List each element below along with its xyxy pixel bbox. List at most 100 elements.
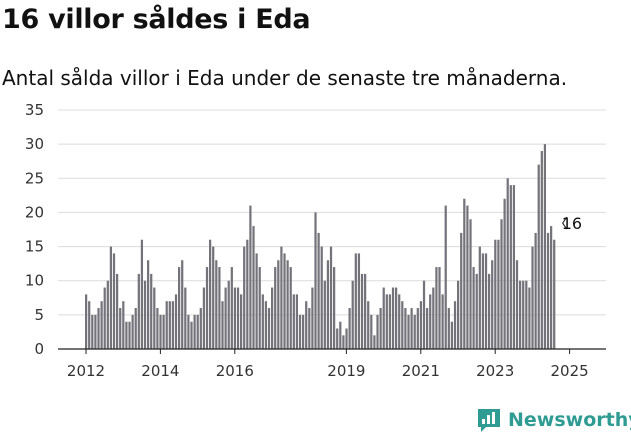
bar bbox=[255, 253, 258, 349]
bar bbox=[329, 246, 333, 349]
bar bbox=[500, 219, 503, 349]
bar bbox=[308, 308, 311, 349]
bar bbox=[494, 239, 497, 349]
bar bbox=[190, 321, 193, 349]
bar bbox=[466, 205, 469, 349]
bar bbox=[540, 150, 543, 349]
bar bbox=[472, 267, 475, 349]
bar bbox=[348, 308, 351, 349]
latest-value-annotation: 16 bbox=[562, 214, 582, 233]
bar bbox=[196, 314, 199, 349]
bar bbox=[240, 294, 243, 349]
bar bbox=[453, 301, 457, 349]
bar bbox=[419, 301, 423, 349]
bar bbox=[205, 267, 209, 349]
y-tick-label: 5 bbox=[34, 306, 44, 324]
bar bbox=[298, 314, 302, 349]
x-tick-label: 2019 bbox=[327, 362, 365, 380]
bar bbox=[134, 308, 137, 349]
bar bbox=[410, 308, 413, 349]
bar bbox=[553, 239, 556, 349]
bar bbox=[112, 253, 116, 349]
bar bbox=[534, 232, 537, 349]
bar bbox=[156, 308, 159, 349]
bar bbox=[522, 280, 525, 349]
x-tick-label: 2023 bbox=[476, 362, 514, 380]
bar bbox=[314, 212, 317, 349]
bar bbox=[264, 301, 268, 349]
bar bbox=[143, 280, 147, 349]
bar bbox=[407, 314, 410, 349]
bar bbox=[140, 239, 144, 349]
bar bbox=[450, 321, 454, 349]
bar bbox=[475, 273, 478, 349]
bar bbox=[357, 253, 361, 349]
bar bbox=[457, 280, 460, 349]
bar bbox=[85, 294, 88, 349]
bar bbox=[519, 280, 522, 349]
bar bbox=[283, 253, 286, 349]
bar bbox=[162, 314, 165, 349]
bar bbox=[224, 287, 227, 349]
bar bbox=[212, 246, 215, 349]
bar bbox=[435, 267, 438, 349]
bar bbox=[147, 260, 150, 349]
bar bbox=[150, 273, 153, 349]
bar bbox=[460, 232, 463, 349]
bar bbox=[509, 185, 512, 349]
y-tick-label: 0 bbox=[34, 340, 44, 358]
bar bbox=[202, 287, 206, 349]
bar bbox=[131, 314, 134, 349]
bar bbox=[199, 308, 202, 349]
bar-chart-speech-bubble-icon bbox=[478, 409, 500, 432]
bar bbox=[447, 308, 450, 349]
bar bbox=[379, 308, 382, 349]
bar bbox=[91, 314, 94, 349]
y-tick-label: 15 bbox=[25, 238, 44, 256]
y-axis-ticks: 0 5 10 15 20 25 30 35 bbox=[25, 101, 44, 358]
bar bbox=[187, 314, 190, 349]
annotation-pointer bbox=[561, 216, 568, 230]
bar bbox=[481, 253, 485, 349]
bar bbox=[543, 144, 547, 349]
bar bbox=[416, 308, 419, 349]
bar bbox=[531, 246, 534, 349]
bar bbox=[512, 185, 516, 349]
bar bbox=[367, 301, 370, 349]
bar bbox=[336, 328, 339, 349]
bar bbox=[267, 308, 271, 349]
bar bbox=[351, 280, 354, 349]
bar bbox=[233, 287, 237, 349]
bar bbox=[227, 280, 230, 349]
bar bbox=[413, 314, 416, 349]
bar bbox=[326, 260, 330, 349]
bar bbox=[280, 246, 283, 349]
bar bbox=[286, 260, 289, 349]
bar bbox=[364, 273, 367, 349]
bar bbox=[193, 314, 196, 349]
bar bbox=[385, 294, 388, 349]
bar bbox=[159, 314, 162, 349]
bar bbox=[370, 314, 373, 349]
bar bbox=[94, 314, 97, 349]
x-axis: 2012 2014 2016 2019 2021 2023 2025 bbox=[58, 348, 606, 380]
chart-title: 16 villor såldes i Eda bbox=[2, 4, 311, 35]
bar bbox=[391, 287, 395, 349]
bar bbox=[550, 226, 553, 349]
bar bbox=[258, 267, 261, 349]
bar bbox=[503, 198, 506, 349]
bar bbox=[174, 294, 178, 349]
bar bbox=[525, 280, 528, 349]
y-tick-label: 30 bbox=[25, 135, 44, 153]
bar bbox=[506, 178, 509, 349]
bar bbox=[515, 260, 519, 349]
y-tick-label: 35 bbox=[25, 101, 44, 119]
bar bbox=[398, 294, 401, 349]
bar bbox=[376, 314, 379, 349]
bar bbox=[491, 260, 494, 349]
bar bbox=[137, 273, 140, 349]
bar bbox=[317, 232, 320, 349]
bar bbox=[221, 301, 224, 349]
bar bbox=[165, 301, 168, 349]
bar bbox=[128, 321, 131, 349]
